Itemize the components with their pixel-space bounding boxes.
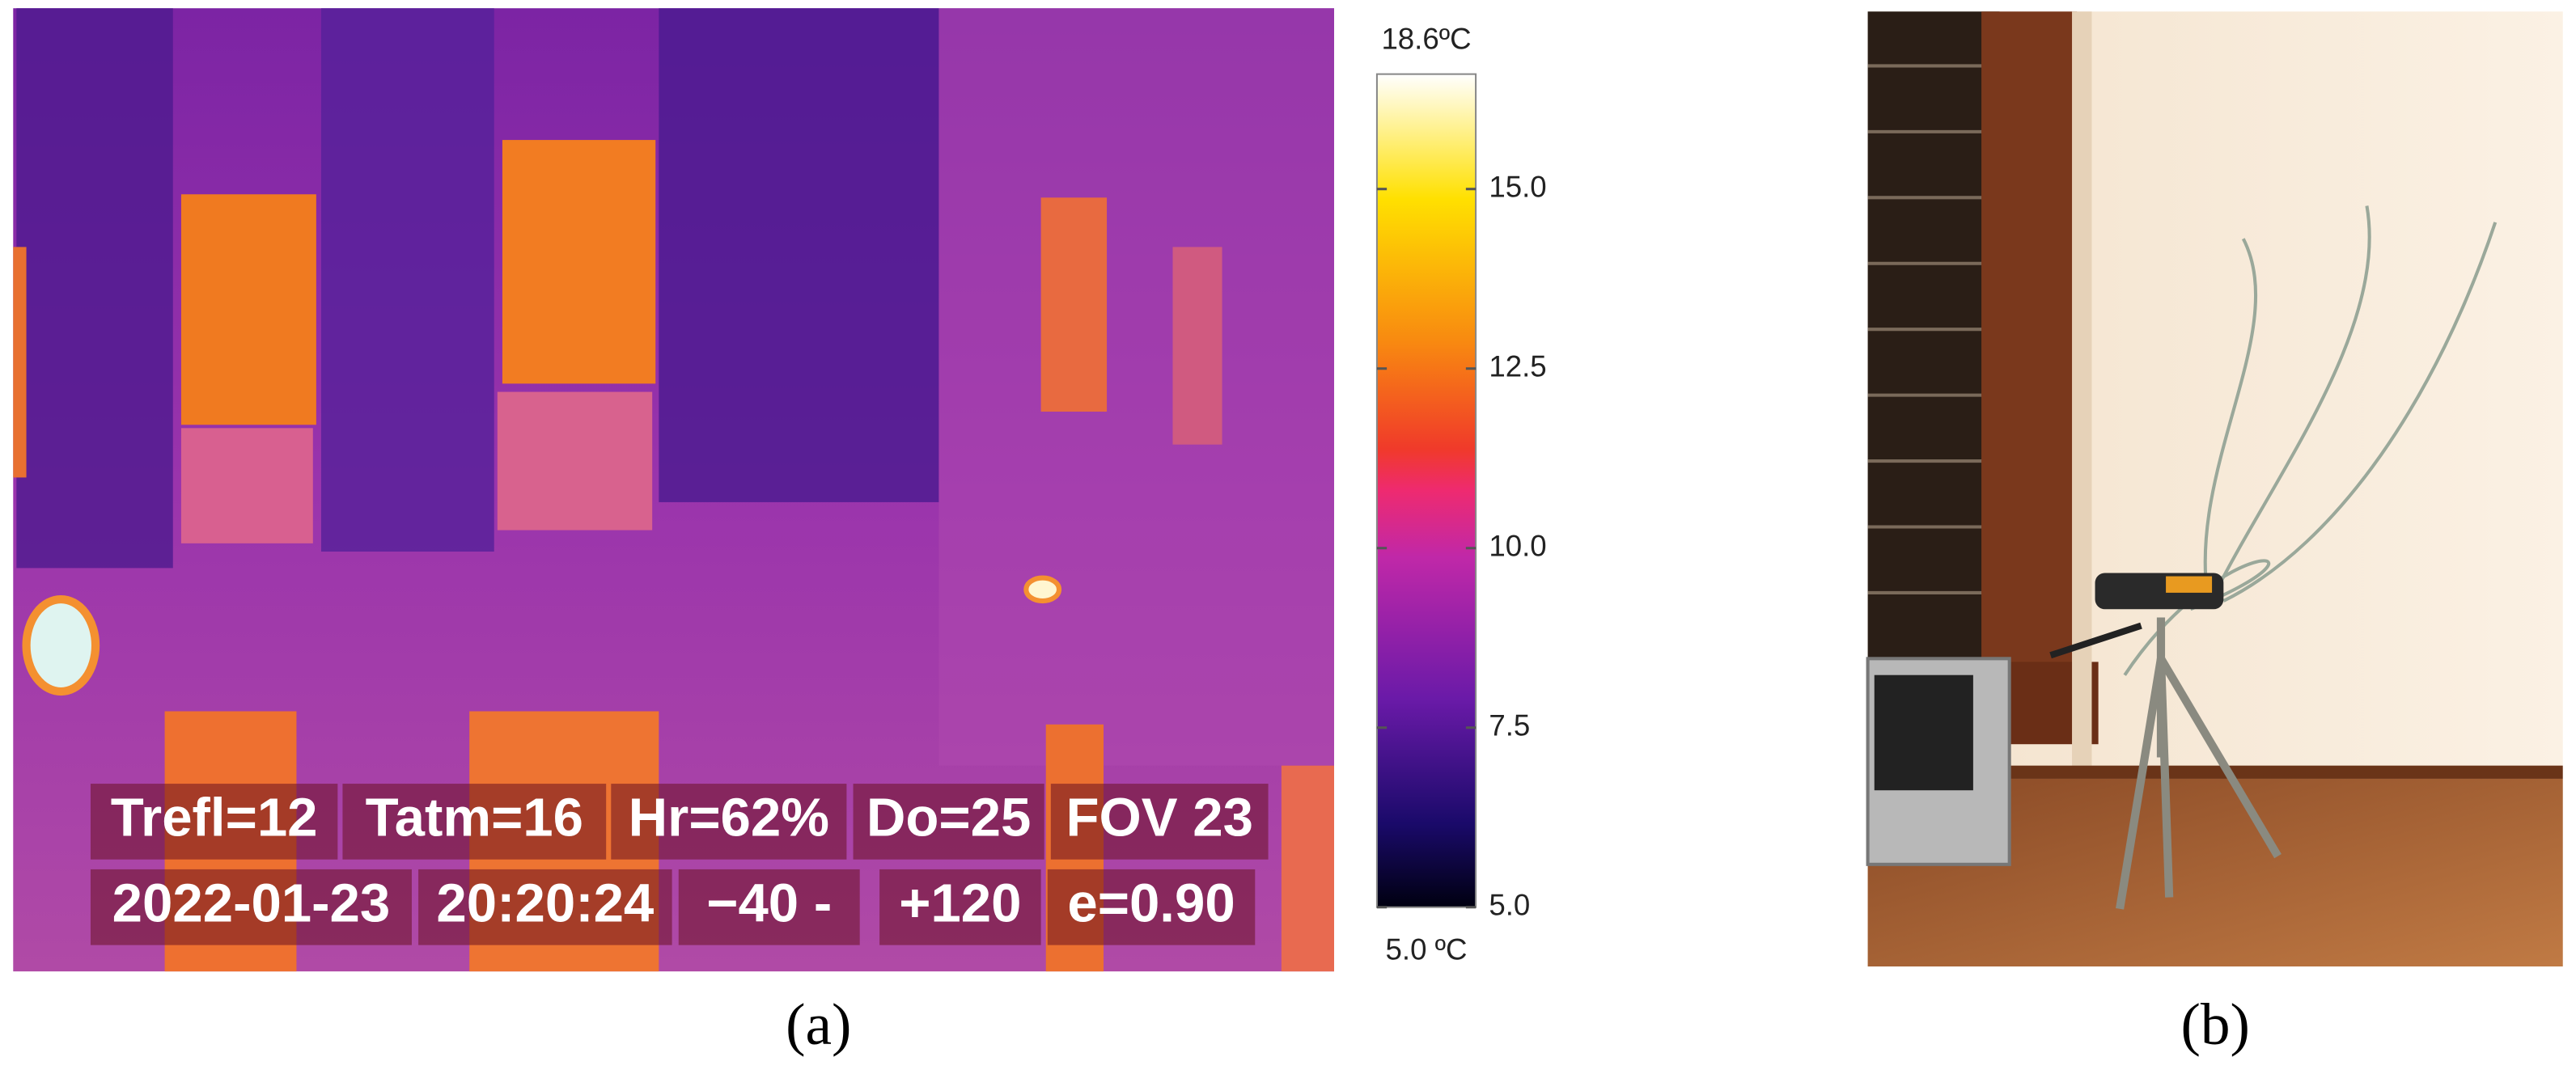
camera-overlay: Trefl=12 Tatm=16 Hr=62% Do=25 FOV 23 2022-01-… [90, 784, 1269, 945]
case-foam [1874, 674, 1973, 791]
blinds [1867, 64, 1997, 594]
colorbar-ticks: 15.0 12.5 10.0 7.5 5.0 [1376, 170, 1547, 921]
overlay-text: Hr=62% [629, 788, 829, 848]
colorbar-tick-label: 15.0 [1489, 170, 1546, 203]
overlay-text: 20:20:24 [436, 873, 654, 934]
overlay-text: Do=25 [866, 788, 1031, 848]
overlay-box [678, 869, 860, 945]
overlay-box [342, 784, 607, 860]
probe-wires [2123, 205, 2498, 676]
overlay-text: e=0.90 [1067, 873, 1235, 934]
window-frame [1981, 11, 2078, 687]
colorbar-tick-label: 12.5 [1489, 349, 1546, 383]
colorbar-tick-label: 5.0 [1489, 888, 1530, 921]
overlay-box [853, 784, 1044, 860]
cold-column [320, 8, 494, 552]
overlay-box [90, 869, 412, 945]
overlay-text: 2022-01-23 [112, 873, 391, 934]
warm-window [1040, 197, 1108, 412]
panel-caption: (a) [786, 992, 851, 1057]
overlay-text: Tatm=16 [366, 788, 583, 848]
warm-edge [1281, 765, 1335, 972]
colorbar-min-label: 5.0 ºC [1386, 932, 1468, 966]
device-label [2166, 576, 2213, 593]
overlay-text: −40 - [706, 873, 832, 934]
setup-photo [1866, 11, 2563, 967]
colorbar-max-label: 18.6ºC [1381, 23, 1471, 56]
overlay-box [1050, 784, 1269, 860]
skirting [1867, 765, 2563, 779]
overlay-box [611, 784, 847, 860]
warm-area [938, 8, 1335, 766]
warm-window [502, 140, 656, 384]
warm-window [180, 194, 316, 425]
overlay-text: +120 [899, 873, 1021, 934]
hot-spot [22, 594, 100, 696]
cold-column [16, 8, 173, 569]
balcony [180, 428, 313, 543]
wall-edge [2072, 11, 2092, 769]
overlay-box [1047, 869, 1256, 945]
overlay-box [879, 869, 1041, 945]
colorbar: 18.6ºC 5.0 ºC 15.0 12.5 10.0 7.5 5.0 [1375, 23, 1547, 966]
window-glass [1867, 11, 2000, 662]
overlay-text: Trefl=12 [111, 788, 318, 848]
colorbar-tick-label: 10.0 [1489, 529, 1546, 562]
hot-spot [1023, 575, 1062, 604]
tripod [2049, 617, 2282, 910]
colorbar-tick-label: 7.5 [1489, 708, 1530, 742]
balcony [497, 391, 653, 531]
colorbar-gradient [1375, 73, 1477, 908]
panel-caption: (b) [2180, 992, 2249, 1057]
warm-window [1172, 247, 1222, 445]
overlay-text: FOV 23 [1066, 788, 1252, 848]
overlay-box [90, 784, 338, 860]
overlay-box [418, 869, 672, 945]
cold-column [659, 8, 939, 502]
thermal-image: Trefl=12 Tatm=16 Hr=62% Do=25 FOV 23 2022-01-… [13, 8, 1335, 972]
warm-edge [13, 247, 27, 478]
